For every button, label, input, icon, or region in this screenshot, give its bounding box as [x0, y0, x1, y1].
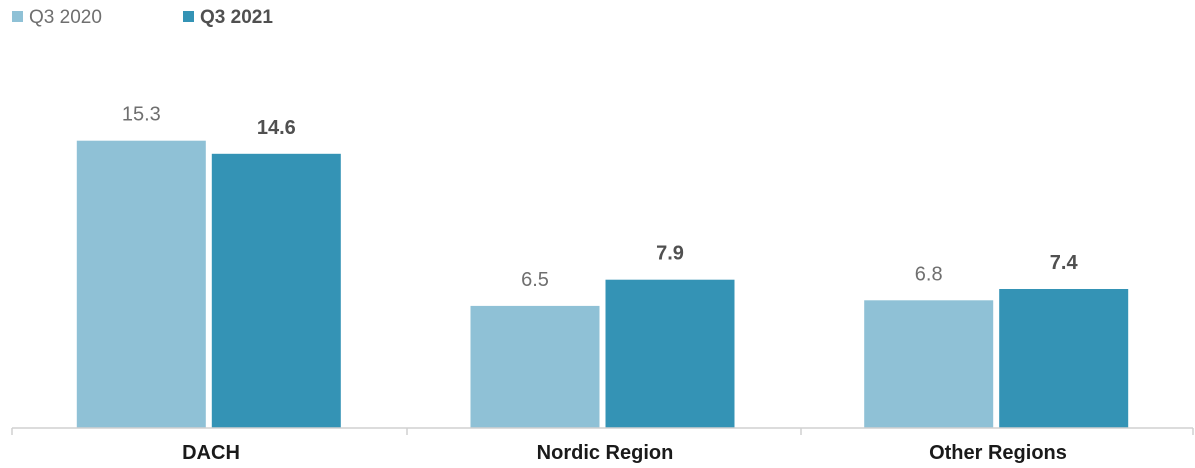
bar-q3-2020-other-regions — [864, 300, 994, 428]
data-label: 6.8 — [915, 263, 943, 285]
legend-swatch-q3-2020 — [12, 11, 23, 22]
data-label: 6.5 — [521, 269, 549, 291]
bar-q3-2021-other-regions — [999, 289, 1129, 428]
bar-q3-2021-dach — [211, 153, 341, 429]
value-labels: 15.3 14.6 6.5 7.9 6.8 7.4 — [122, 104, 1079, 291]
data-label: 14.6 — [257, 117, 296, 139]
legend-swatch-q3-2021 — [183, 11, 194, 22]
data-label: 7.9 — [656, 243, 684, 265]
bar-q3-2020-nordic-region — [470, 305, 600, 428]
bars — [76, 140, 1129, 429]
legend-label-q3-2021: Q3 2021 — [200, 7, 273, 28]
category-label-nordic-region: Nordic Region — [537, 442, 674, 464]
category-label-dach: DACH — [182, 442, 240, 464]
x-axis: DACH Nordic Region Other Regions — [11, 427, 1194, 464]
data-label: 7.4 — [1050, 252, 1079, 274]
bar-q3-2021-nordic-region — [605, 279, 735, 428]
legend-label-q3-2020: Q3 2020 — [29, 7, 102, 28]
data-label: 15.3 — [122, 104, 161, 126]
legend: Q3 2020 Q3 2021 — [12, 7, 273, 28]
bar-q3-2020-dach — [76, 140, 206, 428]
category-label-other-regions: Other Regions — [929, 442, 1067, 464]
